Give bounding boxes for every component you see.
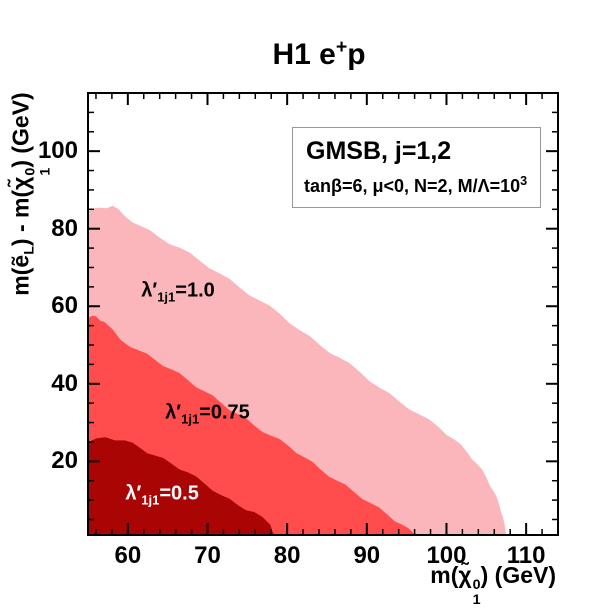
- info-line-model: GMSB, j=1,2: [306, 137, 452, 165]
- x-tick-label: 70: [194, 542, 221, 569]
- x-tick-label: 110: [506, 542, 546, 569]
- region-label-subscript: 1j1: [157, 289, 176, 305]
- info-line-parameters: tanβ=6, μ<0, N=2, M/Λ=103: [304, 174, 528, 196]
- info-superscript: 3: [520, 174, 528, 188]
- y-tick-label: 40: [51, 369, 78, 397]
- region-label: λ′1j1=1.0: [141, 279, 215, 305]
- title-superscript: +: [335, 36, 348, 58]
- x-axis-title: m(χ̃ 0 1) (GeV): [430, 562, 556, 608]
- x-tick-label: 80: [273, 542, 301, 569]
- x-tick-label: 60: [114, 542, 142, 569]
- chi-symbol: χ̃: [7, 176, 34, 190]
- y-tick-label: 20: [51, 447, 78, 475]
- x-tick-label: 90: [353, 542, 381, 569]
- selectron-subscript: L: [21, 246, 38, 255]
- region-label-subscript: 1j1: [181, 411, 200, 427]
- region-label: λ′1j1=0.5: [125, 482, 199, 508]
- plot-frame: [87, 92, 559, 536]
- exclusion-region: [88, 437, 275, 535]
- region-label-subscript: 1j1: [141, 492, 160, 508]
- y-tick-label: 80: [51, 214, 78, 242]
- title-text-2: p: [347, 38, 366, 71]
- page-title: H1 e+p: [272, 36, 365, 72]
- y-axis-title: m(ẽL) - m(χ̃ 0 1) (GeV): [7, 92, 54, 296]
- y-tick-label: 100: [37, 137, 78, 165]
- y-tick-label: 60: [51, 292, 78, 320]
- region-label: λ′1j1=0.75: [165, 401, 250, 427]
- parameter-info-box: GMSB, j=1,2 tanβ=6, μ<0, N=2, M/Λ=103: [292, 127, 541, 208]
- title-text: H1 e: [272, 38, 336, 71]
- chi-symbol: χ̃: [458, 562, 472, 588]
- x-tick-label: 100: [426, 542, 467, 569]
